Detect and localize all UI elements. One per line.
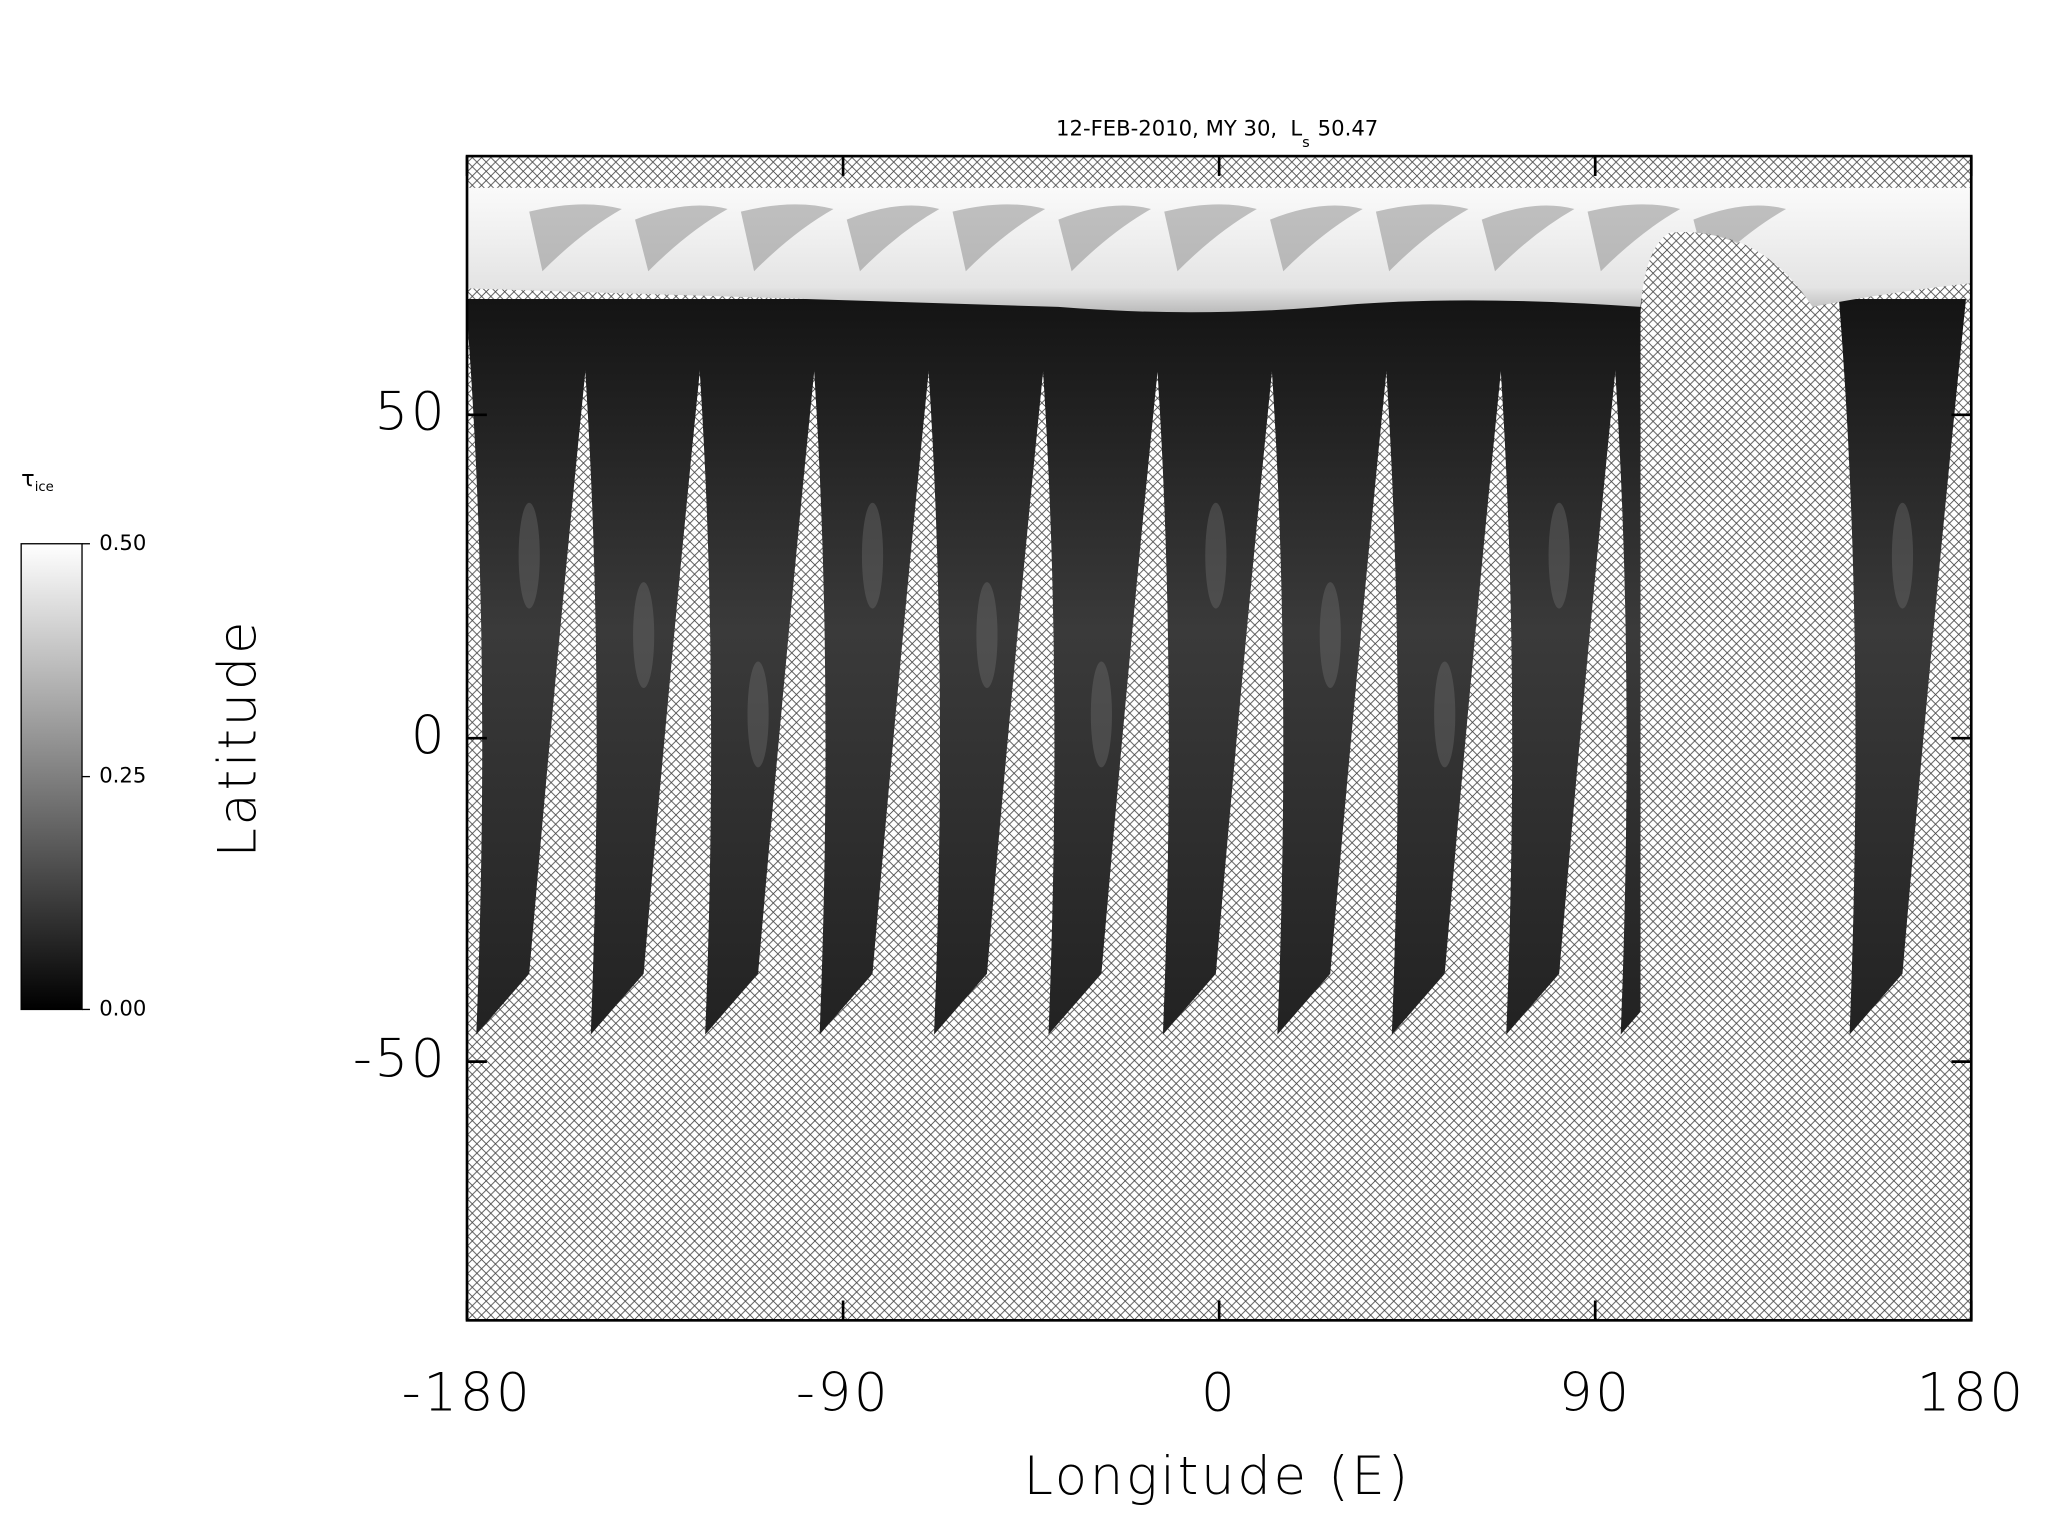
title-value: 50.47: [1318, 116, 1379, 141]
cap-streak: [635, 205, 728, 272]
x-tick-label: -180: [402, 1363, 533, 1424]
colorbar-tick-label: 0.25: [99, 763, 146, 788]
cap-streak: [1058, 205, 1152, 272]
cap-streak: [1270, 205, 1363, 272]
swath: [1152, 298, 1280, 1035]
swath: [467, 298, 593, 1035]
cloud-patch: [1319, 582, 1341, 688]
cap-streak: [1481, 205, 1575, 272]
swath: [1381, 298, 1509, 1035]
cloud-patch: [1090, 661, 1112, 768]
cap-streak: [1164, 204, 1257, 272]
swath: [1266, 298, 1394, 1035]
swath: [923, 298, 1051, 1035]
colorbar-label: τice: [21, 465, 54, 494]
cap-streak: [952, 204, 1046, 272]
cloud-patch: [518, 502, 540, 609]
x-tick-label: 180: [1917, 1363, 2026, 1424]
y-axis-label: Latitude: [208, 619, 269, 858]
swath: [809, 298, 937, 1035]
cloud-patch: [1434, 661, 1456, 768]
x-axis-label: Longitude (E): [1024, 1446, 1411, 1507]
title-text: 12-FEB-2010, MY 30,: [1056, 116, 1277, 141]
colorbar: [20, 543, 83, 1011]
cloud-patch: [633, 582, 655, 688]
cap-streak: [846, 205, 940, 272]
chart-title: 12-FEB-2010, MY 30, Ls 50.47: [1056, 116, 1378, 151]
swath: [1037, 298, 1165, 1035]
y-tick-label: -50: [353, 1028, 447, 1089]
cloud-patch: [861, 502, 884, 609]
swath: [1495, 298, 1623, 1035]
x-tick-label: 0: [1201, 1363, 1237, 1424]
title-symbol: L: [1290, 116, 1302, 141]
map-area: [467, 156, 1972, 1321]
colorbar-subscript: ice: [35, 480, 54, 495]
y-tick-label: 50: [375, 382, 448, 443]
swath: [1838, 298, 1966, 1035]
colorbar-tick-label: 0.50: [99, 530, 146, 555]
title-subscript: s: [1302, 134, 1310, 151]
cloud-patch: [1891, 502, 1914, 609]
swath: [580, 298, 708, 1035]
cloud-patch: [747, 661, 769, 768]
cap-streak: [529, 204, 622, 272]
cloud-patch: [976, 582, 998, 688]
cloud-patch: [1548, 502, 1570, 609]
colorbar-symbol: τ: [21, 465, 35, 491]
x-tick-label: -90: [796, 1363, 890, 1424]
x-tick-label: 90: [1559, 1363, 1632, 1424]
cloud-patch: [1205, 502, 1227, 609]
cap-streak: [1587, 204, 1681, 272]
cap-streak: [740, 204, 834, 272]
y-tick-label: 0: [411, 705, 447, 766]
cap-streak: [1375, 204, 1469, 272]
colorbar-tick-label: 0.00: [99, 995, 146, 1020]
hatched-dome: [1640, 232, 1816, 1046]
swath: [694, 298, 822, 1035]
